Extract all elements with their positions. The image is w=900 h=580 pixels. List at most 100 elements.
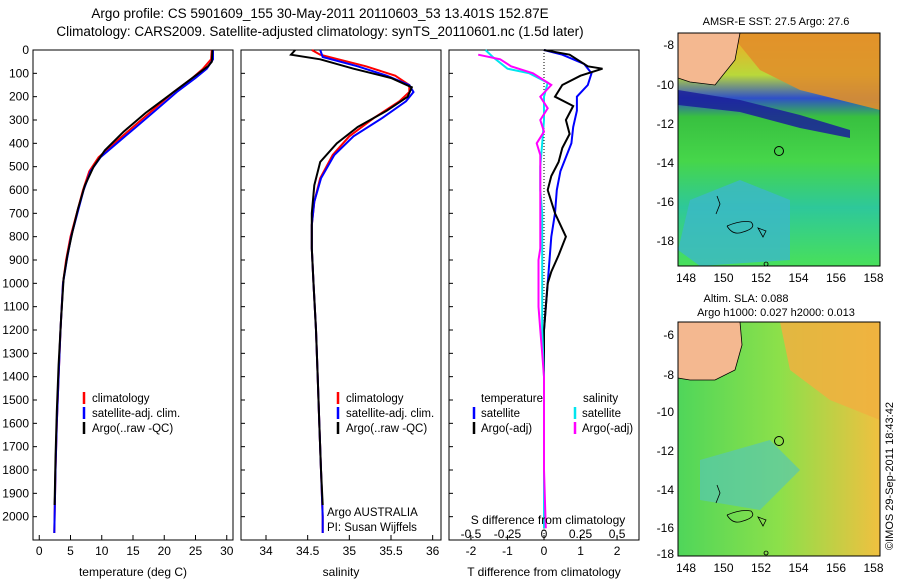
map-y-tick-label: -12 — [657, 444, 675, 458]
y-tick-label: 1600 — [2, 416, 29, 430]
difference-plot: -2 -1 0 1 2 -0.5 -0.25 0 0.25 0.5 — [449, 49, 626, 558]
y-tick-label: 1800 — [2, 463, 29, 477]
header-line-1: Argo profile: CS 5901609_155 30-May-2011… — [91, 6, 549, 21]
legend-title-salinity: salinity — [583, 393, 618, 405]
map-sla-argo-marker — [774, 436, 784, 446]
map-sla-title-1: Altim. SLA: 0.088 — [704, 293, 789, 305]
legend-climatology: climatology — [92, 393, 150, 405]
map-sst-teal-patch — [678, 180, 790, 266]
y-tick-label: 1300 — [2, 346, 29, 360]
x-tick-label: 35 — [343, 544, 357, 558]
map-sst-argo-marker — [774, 146, 784, 156]
map-y-tick-label: -10 — [657, 405, 675, 419]
difference-x-label: T difference from climatology — [467, 565, 621, 579]
map-x-tick-label: 152 — [751, 271, 771, 285]
map-x-tick-label: 156 — [826, 271, 846, 285]
y-tick-label: 2000 — [2, 510, 29, 524]
map-y-tick-label: -18 — [657, 234, 675, 248]
salinity-x-label: salinity — [323, 565, 360, 579]
top-tick-label: -0.5 — [461, 527, 482, 541]
y-tick-label: 300 — [9, 113, 29, 127]
salinity-plot: 34 34.5 35 35.5 36 — [241, 49, 440, 558]
y-tick-label: 400 — [9, 136, 29, 150]
map-x-tick-label: 150 — [713, 561, 733, 575]
map-y-tick-label: -16 — [657, 195, 675, 209]
top-tick-label: 0.5 — [609, 527, 626, 541]
legend-satellite-adj: satellite-adj. clim. — [346, 408, 434, 420]
map-y-tick-label: -14 — [657, 156, 675, 170]
x-tick-label: 25 — [189, 544, 203, 558]
y-tick-label: 1000 — [2, 276, 29, 290]
y-tick-label: 1700 — [2, 440, 29, 454]
legend-argo: Argo(..raw -QC) — [92, 423, 173, 435]
map-x-tick-label: 148 — [676, 271, 696, 285]
series-line — [477, 53, 553, 529]
y-tick-label: 1500 — [2, 393, 29, 407]
x-tick-label: 36 — [426, 544, 440, 558]
map-y-tick-label: -8 — [663, 38, 674, 52]
map-sla — [677, 321, 881, 557]
y-tick-label: 1400 — [2, 370, 29, 384]
map-y-tick-label: -12 — [657, 117, 675, 131]
legend-satellite-adj: satellite-adj. clim. — [92, 408, 180, 420]
x-tick-label: 30 — [220, 544, 234, 558]
x-tick-label: 35.5 — [379, 544, 403, 558]
map-sla-islands — [715, 484, 769, 556]
map-y-tick-label: -18 — [657, 547, 675, 561]
y-tick-label: 900 — [9, 253, 29, 267]
temperature-plot: 0 5 10 15 20 25 300100200300400500600700800900… — [2, 43, 233, 558]
map-sla-title-2: Argo h1000: 0.027 h2000: 0.013 — [697, 307, 855, 319]
x-tick-label: 20 — [158, 544, 172, 558]
series-line — [310, 49, 415, 533]
map-x-tick-label: 158 — [863, 561, 883, 575]
top-tick-label: -0.25 — [494, 527, 522, 541]
map-sst-cool-band — [678, 90, 850, 138]
series-line — [53, 49, 214, 506]
map-sst — [677, 32, 881, 267]
map-x-tick-label: 158 — [863, 271, 883, 285]
map-x-tick-label: 150 — [713, 271, 733, 285]
series-line — [310, 49, 411, 533]
annotation-argo-australia: Argo AUSTRALIA — [327, 507, 418, 519]
legend-s-satellite: satellite — [582, 408, 621, 420]
header-line-2: Climatology: CARS2009. Satellite-adjuste… — [56, 24, 584, 39]
y-tick-label: 1900 — [2, 486, 29, 500]
salinity-legend: climatology satellite-adj. clim. Argo(..… — [336, 392, 434, 435]
x-tick-label: 2 — [614, 544, 621, 558]
map-sst-warm-region — [730, 33, 880, 110]
map-x-tick-label: 152 — [751, 561, 771, 575]
map-sst-islands — [715, 195, 769, 267]
legend-argo: Argo(..raw -QC) — [346, 423, 427, 435]
x-tick-label: 34 — [259, 544, 273, 558]
map-y-tick-label: -8 — [663, 368, 674, 382]
legend-climatology: climatology — [346, 393, 404, 405]
y-tick-label: 600 — [9, 183, 29, 197]
map-y-tick-label: -16 — [657, 521, 675, 535]
temperature-x-label: temperature (deg C) — [79, 565, 187, 579]
y-tick-label: 100 — [9, 66, 29, 80]
y-tick-label: 800 — [9, 230, 29, 244]
map-x-tick-label: 148 — [676, 561, 696, 575]
legend-t-satellite: satellite — [481, 408, 520, 420]
y-tick-label: 700 — [9, 206, 29, 220]
map-y-tick-label: -10 — [657, 78, 675, 92]
x-tick-label: -1 — [502, 544, 513, 558]
series-line — [289, 49, 414, 506]
top-tick-label: 0.25 — [569, 527, 593, 541]
x-tick-label: 15 — [126, 544, 140, 558]
map-sst-title: AMSR-E SST: 27.5 Argo: 27.6 — [703, 16, 850, 28]
x-tick-label: 10 — [95, 544, 109, 558]
salinity-plot-frame — [240, 49, 442, 541]
x-tick-label: 5 — [67, 544, 74, 558]
legend-t-argo: Argo(-adj) — [481, 423, 532, 435]
x-tick-label: -2 — [466, 544, 477, 558]
difference-top-label: S difference from climatology — [471, 513, 626, 527]
legend-title-temperature: temperature — [481, 393, 543, 405]
x-tick-label: 0 — [36, 544, 43, 558]
top-tick-label: 0 — [541, 527, 548, 541]
credit-text: ©IMOS 29-Sep-2011 18:43:42 — [884, 402, 896, 550]
x-tick-label: 0 — [541, 544, 548, 558]
map-x-tick-label: 154 — [788, 561, 808, 575]
